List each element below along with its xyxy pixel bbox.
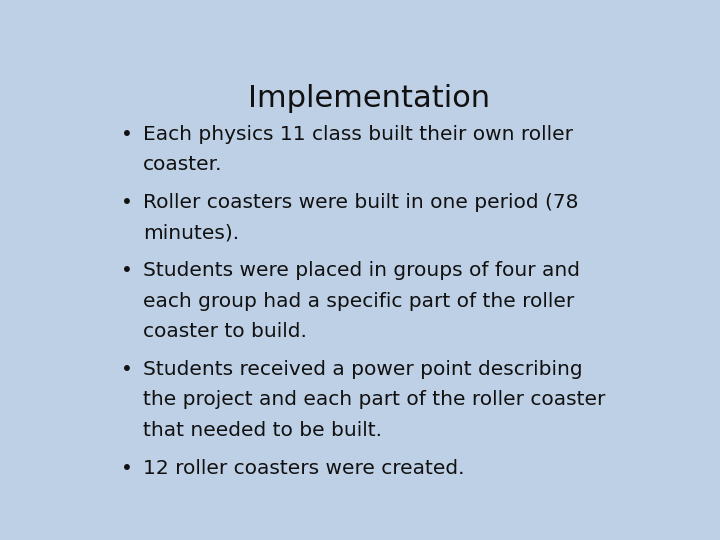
Text: •: • xyxy=(121,193,132,212)
Text: the project and each part of the roller coaster: the project and each part of the roller … xyxy=(143,390,606,409)
Text: •: • xyxy=(121,125,132,144)
Text: each group had a specific part of the roller: each group had a specific part of the ro… xyxy=(143,292,575,311)
Text: 12 roller coasters were created.: 12 roller coasters were created. xyxy=(143,458,464,477)
Text: •: • xyxy=(121,261,132,280)
Text: Students were placed in groups of four and: Students were placed in groups of four a… xyxy=(143,261,580,280)
Text: Roller coasters were built in one period (78: Roller coasters were built in one period… xyxy=(143,193,578,212)
Text: minutes).: minutes). xyxy=(143,224,239,242)
Text: Students received a power point describing: Students received a power point describi… xyxy=(143,360,582,379)
Text: coaster.: coaster. xyxy=(143,156,222,174)
Text: •: • xyxy=(121,458,132,477)
Text: •: • xyxy=(121,360,132,379)
Text: Implementation: Implementation xyxy=(248,84,490,112)
Text: that needed to be built.: that needed to be built. xyxy=(143,421,382,440)
Text: Each physics 11 class built their own roller: Each physics 11 class built their own ro… xyxy=(143,125,573,144)
Text: coaster to build.: coaster to build. xyxy=(143,322,307,341)
